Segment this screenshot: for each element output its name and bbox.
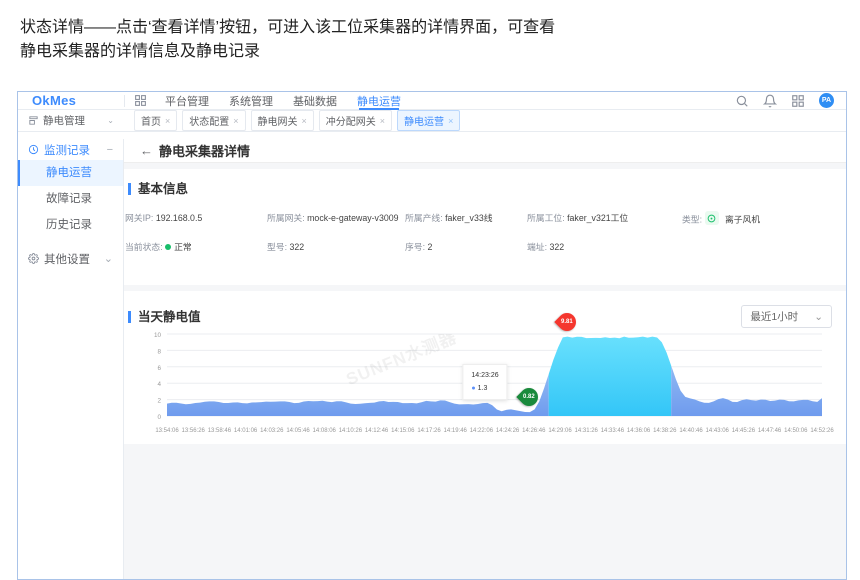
svg-text:14:31:26: 14:31:26: [575, 428, 599, 434]
svg-text:10: 10: [154, 332, 162, 339]
svg-text:14:43:06: 14:43:06: [706, 428, 730, 434]
svg-text:14:03:26: 14:03:26: [260, 428, 284, 434]
svg-text:13:58:46: 13:58:46: [208, 428, 232, 434]
svg-text:6: 6: [157, 365, 161, 372]
svg-text:14:36:06: 14:36:06: [627, 428, 651, 434]
svg-text:13:54:06: 13:54:06: [155, 428, 179, 434]
svg-text:14:10:26: 14:10:26: [339, 428, 363, 434]
svg-text:14:47:46: 14:47:46: [758, 428, 782, 434]
svg-text:13:56:26: 13:56:26: [182, 428, 206, 434]
svg-text:14:19:46: 14:19:46: [444, 428, 468, 434]
svg-text:14:45:26: 14:45:26: [732, 428, 756, 434]
svg-text:14:38:26: 14:38:26: [653, 428, 677, 434]
svg-text:14:05:46: 14:05:46: [286, 428, 310, 434]
svg-text:14:40:46: 14:40:46: [679, 428, 703, 434]
svg-text:14:08:06: 14:08:06: [313, 428, 337, 434]
svg-text:14:52:26: 14:52:26: [810, 428, 834, 434]
svg-text:0: 0: [157, 414, 161, 421]
svg-text:2: 2: [157, 398, 161, 405]
svg-text:14:15:06: 14:15:06: [391, 428, 415, 434]
svg-text:14:01:06: 14:01:06: [234, 428, 258, 434]
svg-text:14:29:06: 14:29:06: [548, 428, 572, 434]
svg-text:14:24:26: 14:24:26: [496, 428, 520, 434]
svg-text:14:50:06: 14:50:06: [784, 428, 808, 434]
svg-text:8: 8: [157, 348, 161, 355]
svg-text:14:26:46: 14:26:46: [522, 428, 546, 434]
svg-text:4: 4: [157, 381, 161, 388]
svg-text:14:12:46: 14:12:46: [365, 428, 389, 434]
svg-text:14:17:26: 14:17:26: [417, 428, 441, 434]
svg-text:14:22:06: 14:22:06: [470, 428, 494, 434]
svg-text:14:33:46: 14:33:46: [601, 428, 625, 434]
